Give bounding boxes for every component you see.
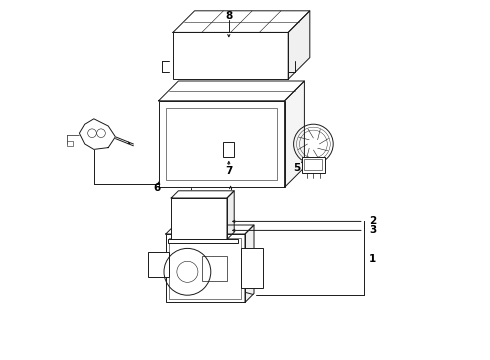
Text: 5: 5 [294,163,301,173]
Bar [148,252,170,277]
Bar [166,108,277,180]
Bar [202,256,227,281]
Bar [168,239,238,243]
Bar [159,101,285,187]
Bar [170,238,242,299]
Bar [67,141,74,146]
Text: 3: 3 [369,225,376,235]
Text: 1: 1 [369,254,376,264]
Text: 7: 7 [225,166,232,176]
Polygon shape [173,11,310,32]
Bar [242,248,263,288]
Polygon shape [159,81,304,101]
Text: 8: 8 [225,11,232,21]
Polygon shape [227,191,234,239]
Bar [173,32,288,79]
Bar [171,198,227,239]
Polygon shape [285,81,304,187]
Polygon shape [166,225,254,234]
Polygon shape [288,11,310,79]
Text: 6: 6 [153,183,160,193]
Bar [166,234,245,302]
Text: 4: 4 [209,228,216,238]
Bar [301,157,325,173]
Polygon shape [245,225,254,302]
Text: 2: 2 [369,216,376,226]
Polygon shape [79,119,116,149]
Polygon shape [171,191,234,198]
Bar [304,159,322,170]
Bar [223,142,234,157]
